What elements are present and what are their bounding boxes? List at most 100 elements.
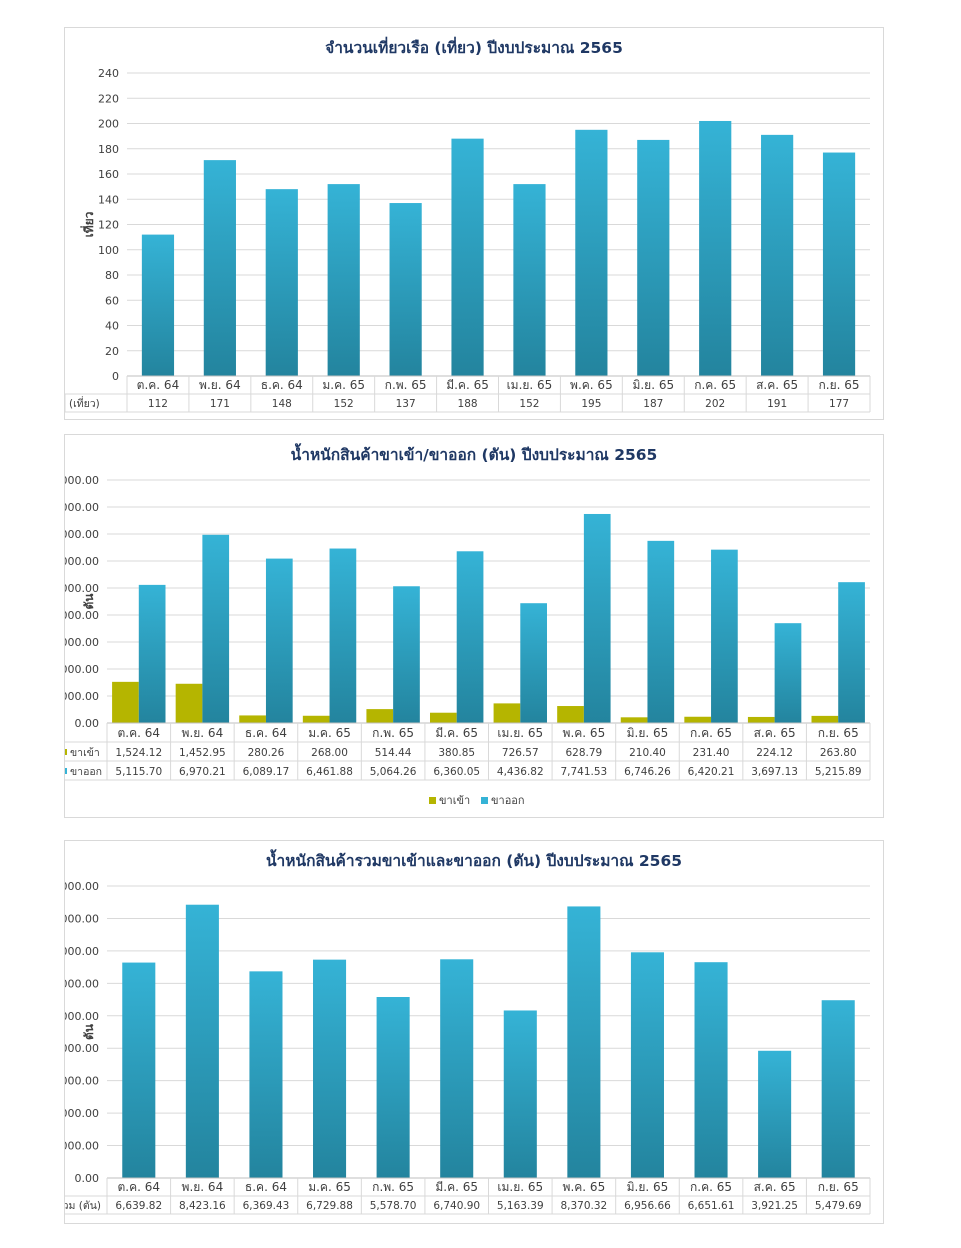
bar [175, 683, 203, 723]
data-table-cell: 3,697.13 [751, 766, 798, 778]
chart-title: จำนวนเที่ยวเรือ (เที่ยว) ปีงบประมาณ 2565 [325, 36, 623, 57]
bar [520, 603, 547, 723]
data-table-cell: 5,578.70 [370, 1200, 417, 1212]
bar [329, 548, 357, 723]
x-category-label: พ.ค. 65 [570, 378, 613, 392]
data-table-cell: 6,089.17 [243, 766, 290, 778]
data-table-cell: 8,370.32 [560, 1200, 607, 1212]
chart-title: น้ำหนักสินค้าขาเข้า/ขาออก (ตัน) ปีงบประม… [291, 443, 658, 464]
bar [583, 513, 611, 723]
bar [557, 706, 584, 723]
x-category-label: พ.ย. 64 [199, 378, 241, 392]
x-category-label: เม.ย. 65 [497, 1180, 543, 1194]
y-tick-label: 6,000.00 [65, 977, 99, 990]
data-table-cell: 231.40 [693, 747, 730, 759]
y-tick-label: 0 [112, 370, 119, 383]
y-tick-label: 3,000.00 [65, 636, 99, 649]
y-tick-label: 8,000.00 [65, 912, 99, 925]
data-table-cell: 7,741.53 [560, 766, 607, 778]
data-table-cell: 3,921.25 [751, 1200, 798, 1212]
y-tick-label: 80 [105, 269, 119, 282]
y-tick-label: 5,000.00 [65, 1010, 99, 1023]
bar [503, 1010, 537, 1178]
data-table-cell: 152 [519, 398, 539, 410]
data-table-cell: 6,956.66 [624, 1200, 671, 1212]
bar [393, 586, 420, 723]
bar [122, 962, 156, 1178]
y-tick-label: 40 [105, 320, 119, 333]
data-table-cell: 224.12 [756, 747, 793, 759]
bar [430, 712, 457, 723]
data-table-cell: 6,740.90 [433, 1200, 480, 1212]
data-table-cell: 195 [581, 398, 601, 410]
y-tick-label: 7,000.00 [65, 945, 99, 958]
bar [711, 549, 738, 723]
data-table-cell: 726.57 [502, 747, 539, 759]
trips-chart-panel: จำนวนเที่ยวเรือ (เที่ยว) ปีงบประมาณ 2565… [64, 27, 884, 420]
data-table-cell: 6,360.05 [433, 766, 480, 778]
data-table-cell: 1,524.12 [115, 747, 162, 759]
bar [265, 558, 293, 723]
data-table-cell: 210.40 [629, 747, 666, 759]
bar [265, 189, 298, 376]
data-table-cell: 8,423.16 [179, 1200, 226, 1212]
legend-label: ขาเข้า [439, 794, 470, 807]
data-table-cell: 6,651.61 [688, 1200, 735, 1212]
bar [694, 962, 728, 1178]
x-category-label: ม.ค. 65 [308, 1180, 351, 1194]
bar [774, 623, 802, 723]
x-category-label: ส.ค. 65 [754, 726, 796, 740]
bar [747, 716, 775, 723]
x-category-label: ก.พ. 65 [372, 1180, 414, 1194]
x-category-label: มิ.ย. 65 [632, 378, 674, 392]
bar [239, 715, 266, 723]
data-table-cell: 112 [148, 398, 168, 410]
data-table-cell: 5,064.26 [370, 766, 417, 778]
bar [630, 952, 664, 1178]
x-category-label: ก.ค. 65 [690, 726, 732, 740]
bar [575, 129, 608, 376]
y-tick-label: 220 [98, 92, 119, 105]
y-tick-label: 160 [98, 168, 119, 181]
x-category-label: มิ.ย. 65 [627, 726, 669, 740]
legend-swatch [429, 797, 436, 804]
data-table-cell: 5,115.70 [115, 766, 162, 778]
data-table-cell: 280.26 [248, 747, 285, 759]
y-tick-label: 120 [98, 219, 119, 232]
data-table-cell: 5,215.89 [815, 766, 862, 778]
data-table-cell: 6,420.21 [688, 766, 735, 778]
data-table-cell: 6,746.26 [624, 766, 671, 778]
x-category-label: ก.ย. 65 [818, 726, 859, 740]
y-tick-label: 4,000.00 [65, 609, 99, 622]
bar [185, 904, 219, 1178]
bar [758, 1050, 792, 1178]
x-category-label: เม.ย. 65 [497, 726, 543, 740]
x-category-label: มี.ค. 65 [446, 378, 489, 392]
y-tick-label: 9,000.00 [65, 474, 99, 487]
data-table-cell: 137 [396, 398, 416, 410]
legend-label: ขาออก [491, 794, 525, 807]
y-axis-label: ตัน [82, 593, 96, 610]
chart-title: น้ำหนักสินค้ารวมขาเข้าและขาออก (ตัน) ปีง… [266, 849, 682, 870]
x-category-label: ก.ย. 65 [818, 1180, 859, 1194]
x-category-label: ต.ค. 64 [118, 1180, 161, 1194]
x-category-label: พ.ย. 64 [182, 726, 224, 740]
data-table-cell: 6,729.88 [306, 1200, 353, 1212]
x-category-label: ก.ค. 65 [694, 378, 736, 392]
x-category-label: พ.ค. 65 [563, 726, 606, 740]
x-category-label: ธ.ค. 64 [261, 378, 303, 392]
data-table-cell: 6,369.43 [243, 1200, 290, 1212]
data-table-cell: 5,479.69 [815, 1200, 862, 1212]
data-table-cell: 1,452.95 [179, 747, 226, 759]
total-weight-chart-panel: น้ำหนักสินค้ารวมขาเข้าและขาออก (ตัน) ปีง… [64, 840, 884, 1224]
y-tick-label: 100 [98, 244, 119, 257]
x-category-label: ม.ค. 65 [308, 726, 351, 740]
bar [366, 709, 394, 723]
bar [822, 152, 856, 376]
y-tick-label: 2,000.00 [65, 663, 99, 676]
x-category-label: มิ.ย. 65 [627, 1180, 669, 1194]
x-category-label: ก.พ. 65 [372, 726, 414, 740]
data-table-cell: 152 [334, 398, 354, 410]
x-category-label: ส.ค. 65 [756, 378, 798, 392]
bar [327, 184, 360, 376]
